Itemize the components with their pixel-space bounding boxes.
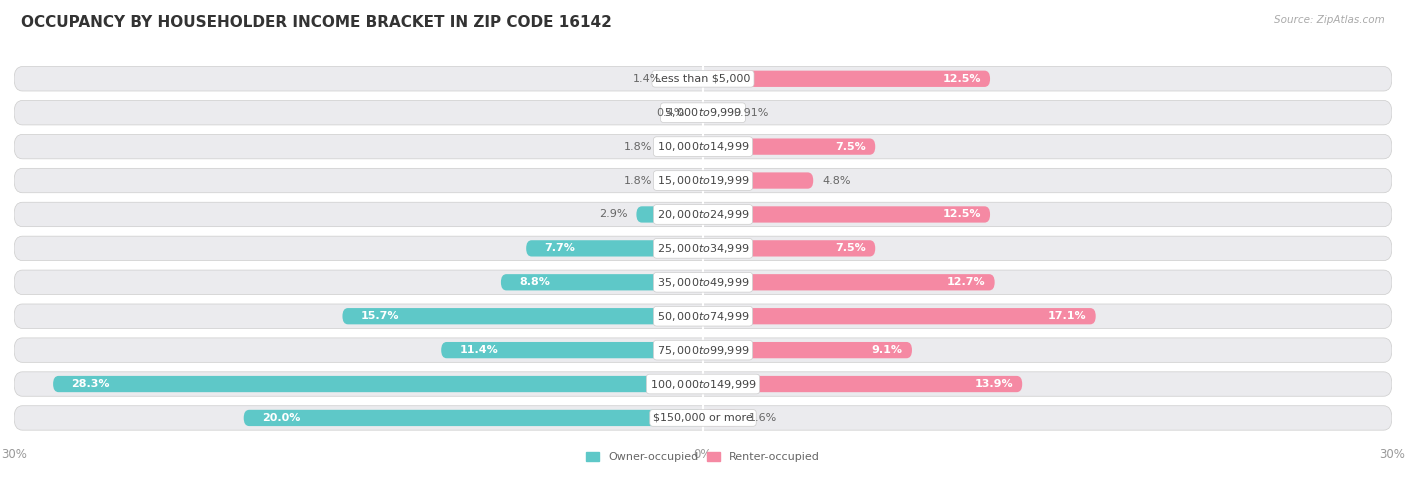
FancyBboxPatch shape	[703, 240, 875, 257]
FancyBboxPatch shape	[14, 338, 1392, 362]
Text: 20.0%: 20.0%	[262, 413, 301, 423]
Text: 0.91%: 0.91%	[733, 108, 769, 118]
FancyBboxPatch shape	[662, 172, 703, 188]
FancyBboxPatch shape	[14, 134, 1392, 159]
Legend: Owner-occupied, Renter-occupied: Owner-occupied, Renter-occupied	[581, 448, 825, 467]
Text: 12.5%: 12.5%	[942, 209, 981, 220]
Text: 4.8%: 4.8%	[823, 175, 851, 186]
FancyBboxPatch shape	[53, 376, 703, 392]
FancyBboxPatch shape	[703, 308, 1095, 324]
Text: $75,000 to $99,999: $75,000 to $99,999	[657, 344, 749, 356]
Text: $25,000 to $34,999: $25,000 to $34,999	[657, 242, 749, 255]
FancyBboxPatch shape	[14, 372, 1392, 396]
Text: $100,000 to $149,999: $100,000 to $149,999	[650, 377, 756, 391]
Text: $15,000 to $19,999: $15,000 to $19,999	[657, 174, 749, 187]
FancyBboxPatch shape	[703, 138, 875, 155]
FancyBboxPatch shape	[671, 71, 703, 87]
Text: $35,000 to $49,999: $35,000 to $49,999	[657, 276, 749, 289]
FancyBboxPatch shape	[703, 342, 912, 358]
Text: 7.5%: 7.5%	[835, 142, 866, 151]
FancyBboxPatch shape	[637, 206, 703, 223]
Text: Less than $5,000: Less than $5,000	[655, 74, 751, 84]
Text: 1.8%: 1.8%	[624, 175, 652, 186]
Text: $10,000 to $14,999: $10,000 to $14,999	[657, 140, 749, 153]
Text: 1.6%: 1.6%	[749, 413, 778, 423]
FancyBboxPatch shape	[243, 410, 703, 426]
FancyBboxPatch shape	[441, 342, 703, 358]
FancyBboxPatch shape	[14, 100, 1392, 125]
Text: 15.7%: 15.7%	[361, 311, 399, 321]
Text: 1.4%: 1.4%	[633, 74, 662, 84]
FancyBboxPatch shape	[14, 67, 1392, 91]
Text: $50,000 to $74,999: $50,000 to $74,999	[657, 310, 749, 323]
Text: 13.9%: 13.9%	[974, 379, 1012, 389]
FancyBboxPatch shape	[703, 274, 994, 290]
Text: 7.7%: 7.7%	[544, 244, 575, 253]
Text: 28.3%: 28.3%	[72, 379, 110, 389]
FancyBboxPatch shape	[343, 308, 703, 324]
FancyBboxPatch shape	[703, 376, 1022, 392]
FancyBboxPatch shape	[526, 240, 703, 257]
Text: $20,000 to $24,999: $20,000 to $24,999	[657, 208, 749, 221]
FancyBboxPatch shape	[14, 169, 1392, 193]
FancyBboxPatch shape	[14, 236, 1392, 261]
FancyBboxPatch shape	[693, 105, 703, 121]
Text: $150,000 or more: $150,000 or more	[654, 413, 752, 423]
FancyBboxPatch shape	[14, 202, 1392, 226]
Text: 0.4%: 0.4%	[657, 108, 685, 118]
FancyBboxPatch shape	[703, 172, 813, 188]
Text: 12.5%: 12.5%	[942, 74, 981, 84]
Text: 12.7%: 12.7%	[946, 277, 986, 287]
Text: Source: ZipAtlas.com: Source: ZipAtlas.com	[1274, 15, 1385, 25]
Text: 7.5%: 7.5%	[835, 244, 866, 253]
Text: 1.8%: 1.8%	[624, 142, 652, 151]
Text: 2.9%: 2.9%	[599, 209, 627, 220]
FancyBboxPatch shape	[14, 406, 1392, 430]
FancyBboxPatch shape	[703, 410, 740, 426]
FancyBboxPatch shape	[662, 138, 703, 155]
FancyBboxPatch shape	[703, 105, 724, 121]
Text: 11.4%: 11.4%	[460, 345, 498, 355]
Text: 17.1%: 17.1%	[1047, 311, 1087, 321]
FancyBboxPatch shape	[14, 270, 1392, 295]
FancyBboxPatch shape	[501, 274, 703, 290]
Text: 8.8%: 8.8%	[519, 277, 550, 287]
Text: 9.1%: 9.1%	[872, 345, 903, 355]
FancyBboxPatch shape	[703, 206, 990, 223]
Text: OCCUPANCY BY HOUSEHOLDER INCOME BRACKET IN ZIP CODE 16142: OCCUPANCY BY HOUSEHOLDER INCOME BRACKET …	[21, 15, 612, 30]
FancyBboxPatch shape	[14, 304, 1392, 328]
FancyBboxPatch shape	[703, 71, 990, 87]
Text: $5,000 to $9,999: $5,000 to $9,999	[664, 106, 742, 119]
